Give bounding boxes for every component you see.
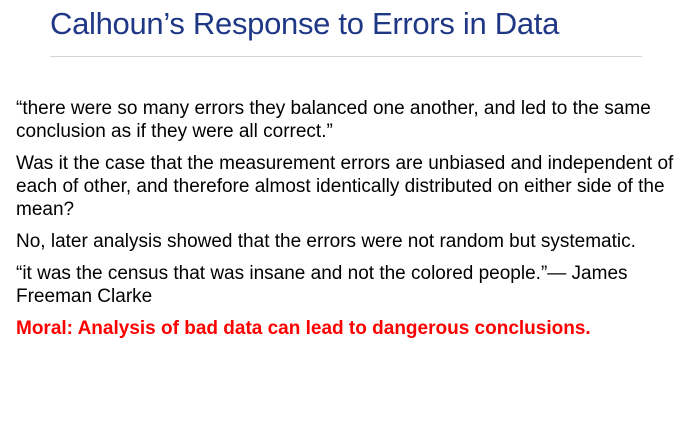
- slide-title: Calhoun’s Response to Errors in Data: [50, 6, 560, 41]
- slide-body: “there were so many errors they balanced…: [16, 97, 680, 340]
- question-paragraph: Was it the case that the measurement err…: [16, 153, 674, 220]
- moral-statement: Moral: Analysis of bad data can lead to …: [16, 318, 591, 339]
- calhoun-quote: “there were so many errors they balanced…: [16, 98, 651, 142]
- answer-paragraph: No, later analysis showed that the error…: [16, 231, 636, 252]
- clarke-quote: “it was the census that was insane and n…: [16, 263, 628, 307]
- title-divider: [50, 56, 642, 57]
